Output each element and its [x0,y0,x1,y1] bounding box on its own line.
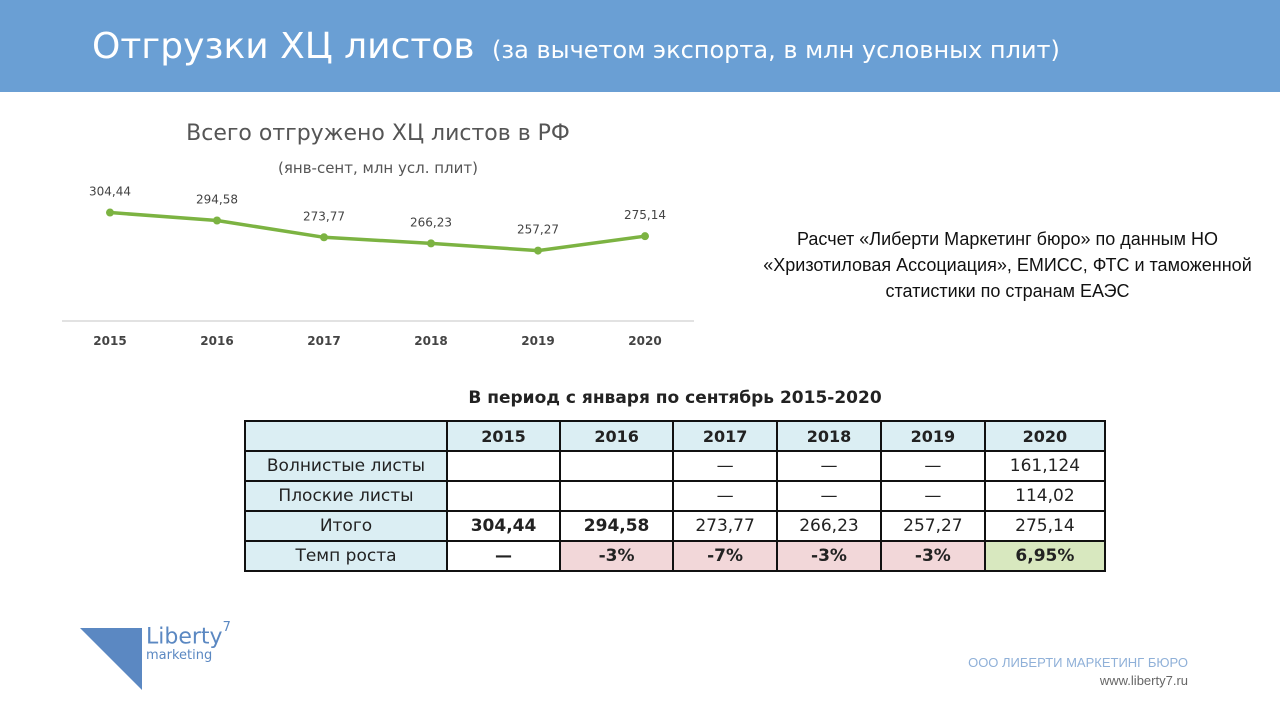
page-title-subtitle: (за вычетом экспорта, в млн условных пли… [492,36,1060,64]
line-chart: Всего отгружено ХЦ листов в РФ (янв-сент… [62,121,694,348]
row-label: Плоские листы [244,480,448,512]
x-tick-label: 2017 [307,334,340,348]
table-cell: — [879,450,986,482]
source-note: Расчет «Либерти Маркетинг бюро» по данны… [763,229,1252,301]
chart-title: Всего отгружено ХЦ листов в РФ [186,121,570,146]
data-label: 257,27 [517,223,559,237]
table-cell: 114,02 [983,480,1107,512]
data-label: 294,58 [196,193,238,207]
table-cell: — [879,480,986,512]
table-title: В период с января по сентябрь 2015-2020 [468,388,882,408]
data-label: 304,44 [89,185,131,199]
table-cell: — [672,450,779,482]
data-point [320,233,328,242]
chart-subtitle: (янв-сент, млн усл. плит) [278,159,478,177]
table-row: Плоские листы — — — 114,02 [244,480,1107,512]
logo-wordmark: Liberty7 [146,620,231,650]
growth-cell-positive: 6,95% [983,540,1107,572]
data-label: 266,23 [410,215,452,229]
table-cell [445,480,562,512]
page-title-main: Отгрузки ХЦ листов [92,26,475,67]
table-cell [559,450,675,482]
data-label: 275,14 [624,208,666,222]
row-label: Волнистые листы [244,450,448,482]
growth-cell-negative: -3% [879,540,986,572]
footer-site: www.liberty7.ru [1099,673,1188,688]
growth-cell-negative: -3% [776,540,882,572]
table-cell: 257,27 [879,510,986,542]
data-table: 2015 2016 2017 2018 2019 2020 Волнистые … [244,420,1107,572]
table-header-cell: 2017 [672,420,779,452]
series-line [109,210,646,253]
table-header-cell: 2015 [445,420,562,452]
table-header-cell [244,420,448,452]
table-cell: — [672,480,779,512]
table-cell: 294,58 [559,510,675,542]
x-tick-label: 2019 [521,334,554,348]
table-cell: — [445,540,562,572]
x-tick-label: 2018 [414,334,447,348]
data-point [106,208,114,217]
table-header-cell: 2016 [559,420,675,452]
data-label: 273,77 [303,209,345,223]
page-title: Отгрузки ХЦ листов (за вычетом экспорта,… [92,26,1060,67]
table-cell: 161,124 [983,450,1107,482]
data-point [213,216,221,225]
x-tick-label: 2016 [200,334,233,348]
table-row: Волнистые листы — — — 161,124 [244,450,1107,482]
table-row-growth: Темп роста — -3% -7% -3% -3% 6,95% [244,540,1107,572]
growth-cell-negative: -3% [559,540,675,572]
chart-marks: 304,44 2015 294,58 2016 273,77 2017 266,23 2018… [89,185,666,348]
row-label: Итого [244,510,448,542]
table-cell [445,450,562,482]
table-cell: 266,23 [776,510,882,542]
table-cell: 273,77 [672,510,779,542]
data-point [427,239,435,248]
data-point [534,246,542,255]
footer: ООО ЛИБЕРТИ МАРКЕТИНГ БЮРО www.liberty7.… [968,654,1188,690]
table-cell: — [776,480,882,512]
table-cell: 304,44 [445,510,562,542]
table-header-cell: 2019 [879,420,986,452]
table-header-row: 2015 2016 2017 2018 2019 2020 [244,420,1107,452]
logo-triangle-icon [80,628,142,690]
logo-tagline: marketing [146,648,213,663]
x-tick-label: 2020 [628,334,661,348]
table-cell [559,480,675,512]
growth-cell-negative: -7% [672,540,779,572]
footer-company: ООО ЛИБЕРТИ МАРКЕТИНГ БЮРО [968,655,1188,670]
table-cell: 275,14 [983,510,1107,542]
header-banner: Отгрузки ХЦ листов (за вычетом экспорта,… [0,0,1280,92]
data-point [641,232,649,241]
table-header-cell: 2018 [776,420,882,452]
table-cell: — [776,450,882,482]
row-label: Темп роста [244,540,448,572]
x-tick-label: 2015 [93,334,126,348]
table-row-total: Итого 304,44 294,58 273,77 266,23 257,27… [244,510,1107,542]
table-header-cell: 2020 [983,420,1107,452]
